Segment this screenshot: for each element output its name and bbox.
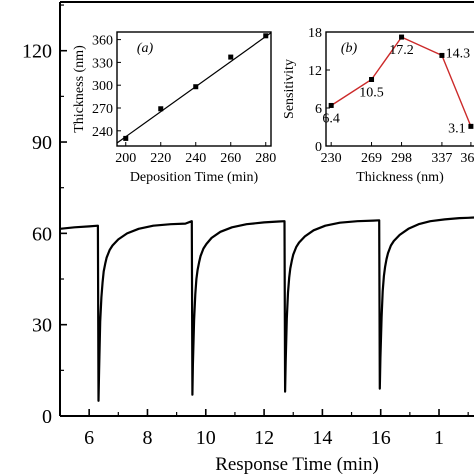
inset-b-x-tick-label: 230 — [321, 151, 342, 166]
inset-a-point — [193, 84, 199, 90]
inset-b-x-tick-label: 298 — [391, 151, 412, 166]
inset-a-point — [263, 33, 269, 39]
inset-b-x-tick-label: 337 — [431, 151, 452, 166]
inset-b-frame — [325, 31, 474, 147]
inset-b-point — [399, 34, 405, 40]
inset-a-x-tick-label: 260 — [220, 151, 241, 166]
inset-b-point — [468, 123, 474, 129]
inset-b-point — [439, 52, 445, 58]
inset-b-data-label: 6.4 — [322, 111, 340, 126]
inset-a-point — [158, 106, 164, 112]
inset-b-y-tick-label: 18 — [308, 26, 322, 41]
main-y-tick-label: 30 — [32, 315, 52, 337]
inset-b-x-tick-label: 269 — [361, 151, 382, 166]
inset-b-data-label: 14.3 — [446, 46, 471, 61]
inset-b-point — [369, 77, 375, 82]
main-x-tick-label: 1 — [434, 427, 444, 449]
main-x-axis-label: Response Time (min) — [215, 454, 379, 474]
main-y-tick-label: 60 — [32, 223, 52, 245]
inset-a-x-tick-label: 200 — [115, 151, 136, 166]
inset-a-y-tick-label: 360 — [92, 34, 113, 49]
inset-a-point — [123, 135, 129, 141]
inset-b-data-label: 17.2 — [389, 43, 414, 58]
main-y-tick-label: 90 — [32, 132, 52, 154]
inset-b-y-tick-label: 0 — [315, 140, 322, 155]
inset-a-y-tick-label: 240 — [92, 125, 113, 140]
inset-b-x-axis-label: Thickness (nm) — [356, 170, 444, 185]
inset-b-y-tick-label: 12 — [308, 64, 322, 79]
inset-a-y-axis-label: Thickness (nm) — [72, 45, 87, 133]
inset-b-chart: 0 6 12 18 230 269 298 337 365 Thickness (nm) Sensi… — [282, 26, 474, 185]
inset-b-y-tick-label: 6 — [315, 102, 322, 117]
main-x-tick-label: 16 — [371, 427, 391, 449]
inset-b-x-tick-label: 365 — [460, 151, 474, 166]
inset-a-chart: 240 270 300 330 360 200 220 240 260 280 Deposition… — [72, 31, 276, 185]
inset-a-y-tick-label: 300 — [92, 79, 113, 94]
main-x-tick-label: 8 — [142, 427, 152, 449]
inset-a-y-tick-label: 270 — [92, 102, 113, 117]
inset-b-panel-label: (b) — [341, 41, 358, 56]
inset-a-x-tick-label: 240 — [185, 151, 206, 166]
inset-a-x-tick-label: 220 — [150, 151, 171, 166]
inset-a-panel-label: (a) — [137, 41, 154, 56]
inset-a-x-tick-label: 280 — [255, 151, 276, 166]
inset-a-point — [228, 54, 234, 60]
main-series-line — [59, 216, 474, 402]
main-x-tick-label: 14 — [312, 427, 332, 449]
inset-a-y-tick-label: 330 — [92, 56, 113, 71]
inset-b-y-axis-label: Sensitivity — [282, 59, 297, 119]
inset-b-data-label: 10.5 — [359, 86, 384, 101]
main-y-tick-label: 0 — [42, 406, 52, 428]
inset-b-point — [328, 102, 334, 108]
inset-b-data-label: 3.1 — [448, 121, 466, 136]
main-x-tick-label: 6 — [84, 427, 94, 449]
inset-a-x-axis-label: Deposition Time (min) — [130, 170, 259, 185]
main-x-tick-label: 10 — [196, 427, 216, 449]
main-y-tick-label: 120 — [22, 41, 52, 63]
main-x-tick-label: 12 — [254, 427, 274, 449]
